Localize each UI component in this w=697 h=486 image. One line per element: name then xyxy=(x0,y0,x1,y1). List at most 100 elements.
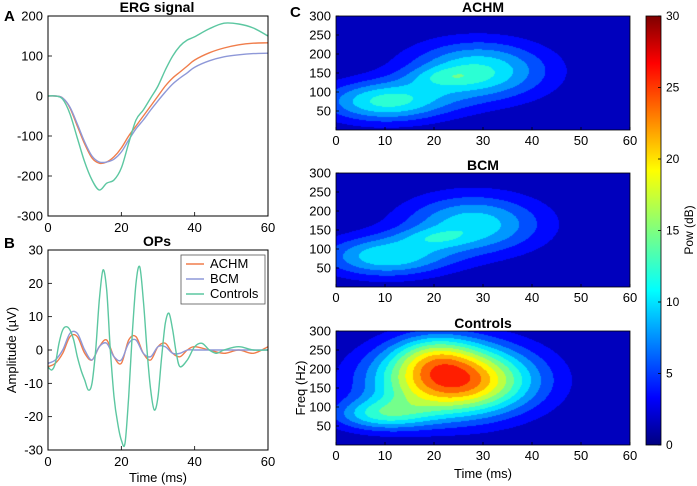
colorbar: 0 5 10 15 20 25 30 Pow (dB) xyxy=(645,9,696,452)
achm-ytick-label: 300 xyxy=(309,9,331,24)
ops-xtick-label: 40 xyxy=(187,454,201,469)
bcm-ytick-label: 150 xyxy=(309,223,331,238)
controls-ytick-label: 100 xyxy=(309,400,331,415)
bcm-ytick-label: 300 xyxy=(309,166,331,181)
legend-label-achm: ACHM xyxy=(210,256,248,271)
controls-ytick-label: 300 xyxy=(309,324,331,339)
ops-chart: OPs 0 20 40 60 -30 -20 -10 0 10 20 30 Time (ms) Am… xyxy=(4,233,275,485)
erg-series-achm xyxy=(47,42,269,165)
colorbar-tick-label: 20 xyxy=(666,152,680,166)
achm-ytick-label: 100 xyxy=(309,85,331,100)
controls-spectrogram: Controls 0 10 20 30 40 50 6050100150200250300 … xyxy=(293,315,637,481)
controls-xtick-label: 30 xyxy=(476,448,490,463)
erg-ytick-label: -300 xyxy=(17,209,43,224)
bcm-ytick-label: 100 xyxy=(309,242,331,257)
bcm-title: BCM xyxy=(467,157,499,173)
legend-label-bcm: BCM xyxy=(210,271,239,286)
erg-ytick-label: -100 xyxy=(17,129,43,144)
bcm-ytick-label: 50 xyxy=(317,261,331,276)
controls-ylabel: Freq (Hz) xyxy=(293,361,308,416)
panel-label-b: B xyxy=(4,235,15,252)
controls-xtick-label: 0 xyxy=(332,448,339,463)
erg-xtick-label: 60 xyxy=(261,220,275,235)
erg-series-bcm xyxy=(47,52,269,164)
bcm-heatmap xyxy=(336,173,630,287)
panel-label-a: A xyxy=(4,8,15,25)
legend-label-controls: Controls xyxy=(210,286,259,301)
ops-xlabel: Time (ms) xyxy=(129,470,187,485)
colorbar-tick-label: 30 xyxy=(666,9,680,23)
achm-xtick-label: 30 xyxy=(476,133,490,148)
erg-ytick-label: 200 xyxy=(21,9,43,24)
erg-chart: ERG signal 0 20 40 60 -300 -200 -100 0 100 200 xyxy=(17,0,275,235)
bcm-xtick-label: 40 xyxy=(525,290,539,305)
achm-xtick-label: 20 xyxy=(427,133,441,148)
bcm-xtick-label: 60 xyxy=(623,290,637,305)
colorbar-label: Pow (dB) xyxy=(682,205,696,254)
colorbar-tick-label: 0 xyxy=(666,438,673,452)
bcm-spectrogram: BCM 0 10 20 30 40 50 60 50 100 150 200 250 300 xyxy=(309,157,637,305)
ops-axes-frame xyxy=(47,249,269,451)
controls-ytick-label: 150 xyxy=(309,381,331,396)
controls-xlabel: Time (ms) xyxy=(454,466,512,481)
bcm-xtick-label: 30 xyxy=(476,290,490,305)
achm-spectrogram: ACHM 0 10 20 30 40 50 60 50 100 150 200 250 300 xyxy=(309,0,637,148)
achm-ytick-label: 250 xyxy=(309,28,331,43)
bcm-xtick-label: 20 xyxy=(427,290,441,305)
achm-xtick-label: 50 xyxy=(574,133,588,148)
ops-series-bcm xyxy=(47,330,268,364)
achm-ytick-label: 150 xyxy=(309,66,331,81)
bcm-ytick-label: 200 xyxy=(309,204,331,219)
ops-xtick-label: 60 xyxy=(261,454,275,469)
erg-xtick-label: 20 xyxy=(114,220,128,235)
controls-axes-frame xyxy=(335,330,631,446)
achm-xtick-label: 0 xyxy=(332,133,339,148)
ops-ytick-label: -20 xyxy=(24,409,43,424)
controls-xtick-label: 50 xyxy=(574,448,588,463)
ops-ytick-label: 0 xyxy=(36,343,43,358)
achm-heatmap xyxy=(336,16,630,130)
achm-xtick-label: 10 xyxy=(378,133,392,148)
bcm-xtick-label: 50 xyxy=(574,290,588,305)
ops-ytick-label: 30 xyxy=(29,243,43,258)
controls-xtick-label: 60 xyxy=(623,448,637,463)
panel-label-c: C xyxy=(290,4,301,21)
erg-series-controls xyxy=(47,22,269,191)
achm-ytick-label: 200 xyxy=(309,47,331,62)
bcm-ytick-label: 250 xyxy=(309,185,331,200)
controls-xtick-label: 20 xyxy=(427,448,441,463)
erg-title: ERG signal xyxy=(120,0,195,15)
erg-ytick-label: 100 xyxy=(21,49,43,64)
achm-xtick-label: 40 xyxy=(525,133,539,148)
colorbar-tick-label: 5 xyxy=(666,367,673,381)
achm-axes-frame xyxy=(335,15,631,131)
colorbar-tick-label: 10 xyxy=(666,295,680,309)
erg-xtick-label: 0 xyxy=(44,220,51,235)
controls-xtick-label: 40 xyxy=(525,448,539,463)
erg-ytick-label: -200 xyxy=(17,169,43,184)
achm-ytick-label: 50 xyxy=(317,104,331,119)
ops-ytick-label: -10 xyxy=(24,376,43,391)
ops-legend: ACHM BCM Controls xyxy=(180,254,266,305)
ops-ytick-label: 10 xyxy=(29,309,43,324)
ops-ylabel: Amplitude (µV) xyxy=(4,307,19,393)
controls-ytick-label: 250 xyxy=(309,343,331,358)
erg-xtick-label: 40 xyxy=(187,220,201,235)
controls-title: Controls xyxy=(454,315,512,331)
erg-ytick-label: 0 xyxy=(36,89,43,104)
erg-axes-frame xyxy=(47,15,269,217)
controls-ytick-label: 200 xyxy=(309,362,331,377)
ops-title: OPs xyxy=(143,233,171,249)
bcm-xtick-label: 0 xyxy=(332,290,339,305)
ops-ytick-label: -30 xyxy=(24,443,43,458)
bcm-axes-frame xyxy=(335,172,631,288)
achm-title: ACHM xyxy=(462,0,504,15)
controls-heatmap xyxy=(336,331,630,445)
achm-xtick-label: 60 xyxy=(623,133,637,148)
controls-ytick-label: 50 xyxy=(317,419,331,434)
colorbar-tick-label: 25 xyxy=(666,81,680,95)
ops-xtick-label: 20 xyxy=(114,454,128,469)
ops-ytick-label: 20 xyxy=(29,276,43,291)
colorbar-tick-label: 15 xyxy=(666,224,680,238)
